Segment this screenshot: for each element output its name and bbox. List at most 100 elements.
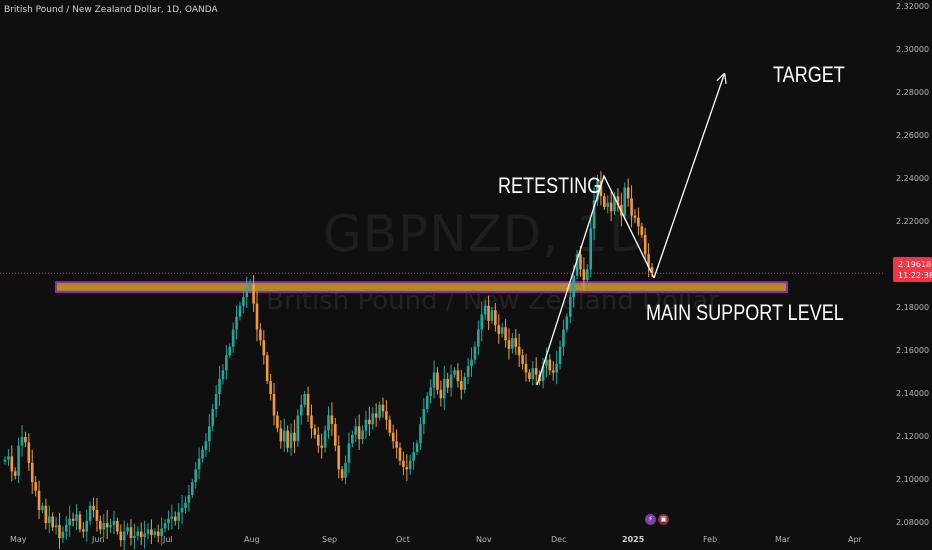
- candle-body: [272, 394, 276, 416]
- candle-body: [381, 404, 385, 412]
- candle-body: [13, 471, 17, 476]
- candle-body: [483, 305, 487, 315]
- candle-body: [494, 310, 497, 326]
- candle-body: [58, 525, 61, 539]
- price-tick-label: 2.28000: [896, 88, 930, 97]
- candle-body: [613, 196, 616, 212]
- candle-body: [269, 381, 272, 394]
- candle-body: [306, 394, 310, 416]
- candle-body: [643, 234, 647, 255]
- price-axis[interactable]: 2.32000 2.30000 2.28000 2.26000 2.24000 2.220…: [884, 0, 932, 550]
- candle-body: [204, 441, 208, 450]
- candle-body: [119, 531, 123, 541]
- candle-body: [357, 426, 361, 440]
- candle-body: [650, 267, 654, 274]
- candle-body: [395, 441, 398, 448]
- annotation-main-support-level[interactable]: MAIN SUPPORT LEVEL: [646, 300, 844, 325]
- bar-countdown: 11:22:38: [898, 271, 932, 280]
- candle-body: [330, 415, 334, 425]
- candle-body: [51, 516, 54, 528]
- price-tick-label: 2.26000: [896, 131, 930, 140]
- candle-body: [293, 432, 296, 442]
- candle-body: [596, 181, 599, 201]
- candle-body: [37, 490, 41, 511]
- candle-body: [184, 502, 187, 508]
- candle-body: [466, 366, 470, 377]
- candle-body: [218, 378, 221, 394]
- candle-body: [7, 456, 10, 460]
- candle-body: [122, 531, 126, 541]
- candle-body: [364, 419, 368, 431]
- candle-body: [344, 462, 347, 478]
- candle-body: [163, 523, 167, 529]
- candle-body: [589, 228, 593, 270]
- candle-body: [405, 467, 409, 470]
- candle-body: [303, 394, 306, 405]
- candle-body: [112, 520, 116, 526]
- price-tick-label: 2.16000: [896, 346, 930, 355]
- time-tick-label: May: [10, 535, 27, 544]
- candle-body: [109, 525, 112, 528]
- economic-event-icon[interactable]: ⚡: [645, 514, 656, 525]
- candle-body: [504, 327, 507, 341]
- candle-body: [528, 372, 531, 379]
- candle-body: [412, 452, 415, 461]
- candle-body: [347, 443, 351, 463]
- candle-body: [408, 460, 412, 470]
- candle-body: [351, 434, 354, 444]
- candle-body: [378, 404, 381, 418]
- candle-body: [286, 430, 289, 448]
- time-tick-label: Sep: [322, 535, 338, 544]
- candle-body: [551, 370, 555, 373]
- candle-body: [391, 432, 395, 442]
- annotation-target[interactable]: TARGET: [773, 62, 845, 87]
- price-chart[interactable]: [0, 0, 884, 550]
- candle-body: [337, 445, 341, 470]
- candle-body: [562, 329, 565, 347]
- candle-body: [211, 409, 215, 427]
- candle-body: [99, 520, 102, 530]
- symbol-header[interactable]: British Pound / New Zealand Dollar, 1D, …: [4, 5, 218, 15]
- candle-body: [575, 254, 579, 276]
- candle-body: [102, 523, 106, 530]
- candle-body: [477, 329, 480, 347]
- candle-body: [487, 305, 490, 321]
- candle-body: [153, 531, 157, 535]
- candle-body: [429, 387, 432, 397]
- candle-body: [640, 226, 644, 235]
- candle-body: [521, 355, 524, 364]
- candle-body: [500, 327, 504, 334]
- candle-body: [146, 529, 150, 534]
- candle-body: [558, 346, 562, 364]
- candle-body: [252, 284, 255, 304]
- candle-body: [327, 415, 330, 431]
- candle-body: [316, 434, 320, 446]
- candle-body: [68, 518, 71, 526]
- candle-body: [511, 338, 514, 349]
- candle-body: [299, 404, 303, 416]
- candle-body: [78, 514, 82, 530]
- candle-body: [170, 516, 174, 519]
- annotation-retesting[interactable]: RETESTING: [498, 173, 602, 198]
- candle-body: [422, 409, 426, 425]
- candle-body: [568, 297, 572, 317]
- time-tick-label: Aug: [244, 535, 260, 544]
- candle-body: [231, 329, 235, 347]
- candle-body: [313, 428, 317, 435]
- candle-body: [626, 187, 630, 199]
- candle-body: [262, 340, 266, 356]
- candle-body: [446, 378, 449, 388]
- candle-body: [282, 430, 286, 442]
- candle-body: [606, 202, 610, 207]
- candle-body: [242, 297, 245, 306]
- candle-body: [279, 428, 283, 442]
- candle-body: [514, 338, 518, 347]
- candle-body: [354, 426, 358, 435]
- candle-body: [235, 316, 238, 330]
- candle-body: [592, 200, 596, 229]
- candle-body: [228, 346, 232, 356]
- candle-body: [136, 531, 140, 536]
- candle-body: [398, 447, 402, 461]
- dividend-event-icon[interactable]: ▣: [658, 514, 669, 525]
- candle-body: [238, 305, 242, 317]
